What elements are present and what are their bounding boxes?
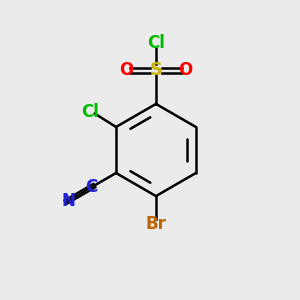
Text: C: C [85, 178, 98, 196]
Text: S: S [149, 61, 162, 79]
Text: O: O [178, 61, 193, 79]
Text: Cl: Cl [147, 34, 165, 52]
Text: Br: Br [146, 215, 167, 233]
Text: O: O [119, 61, 133, 79]
Text: N: N [61, 191, 75, 209]
Text: Cl: Cl [81, 103, 99, 121]
